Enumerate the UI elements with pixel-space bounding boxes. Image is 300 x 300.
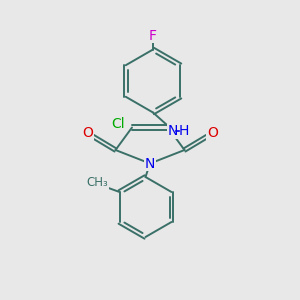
Text: Cl: Cl [112,117,125,131]
Text: CH₃: CH₃ [87,176,109,190]
Text: H: H [179,124,189,138]
Text: N: N [167,124,178,138]
Text: O: O [207,126,218,140]
Text: O: O [82,126,93,140]
Text: N: N [145,157,155,170]
Text: F: F [149,29,157,43]
